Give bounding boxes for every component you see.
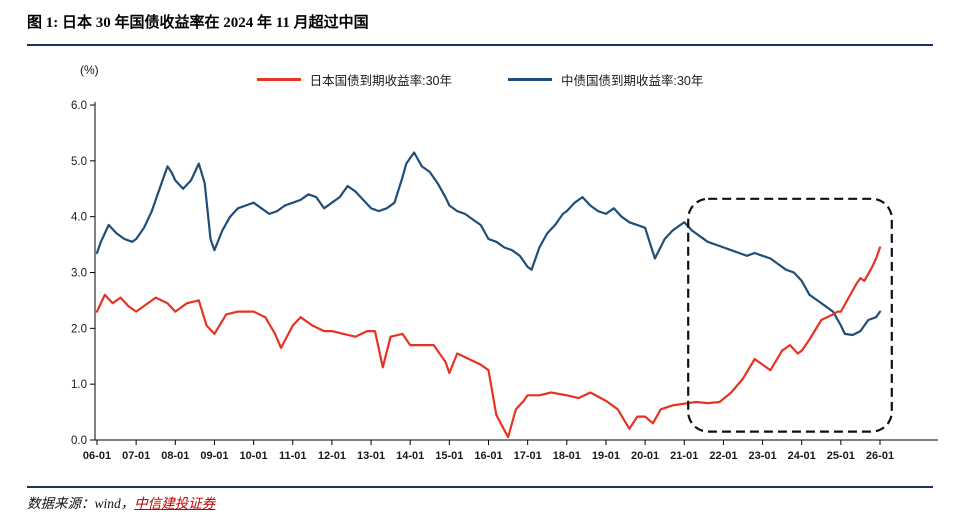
- top-divider: [27, 44, 933, 46]
- data-source: 数据来源：wind，中信建投证券: [27, 492, 215, 512]
- x-tick-label: 21-01: [670, 450, 698, 462]
- highlight-box: [687, 197, 893, 433]
- y-tick-label: 3.0: [71, 268, 87, 280]
- x-tick-label: 20-01: [631, 450, 659, 462]
- legend-label-japan: 日本国债到期收益率:30年: [309, 74, 452, 88]
- y-tick-label: 0.0: [71, 435, 87, 447]
- y-axis-unit-label: (%): [80, 63, 99, 77]
- series-line-china: [95, 151, 882, 337]
- y-tick-label: 4.0: [71, 212, 87, 224]
- x-tick-label: 07-01: [122, 450, 150, 462]
- x-tick-label: 16-01: [474, 450, 502, 462]
- series-line-japan: [95, 246, 882, 439]
- x-tick-label: 22-01: [709, 450, 737, 462]
- legend-item-china: 中债国债到期收益率:30年: [508, 70, 703, 89]
- y-tick-label: 5.0: [71, 156, 87, 168]
- x-tick-label: 10-01: [240, 450, 268, 462]
- source-link[interactable]: 中信建投证券: [134, 496, 216, 511]
- source-prefix: 数据来源：wind，: [27, 496, 135, 511]
- x-tick-label: 18-01: [553, 450, 581, 462]
- y-tick-label: 6.0: [71, 100, 87, 112]
- x-tick-label: 23-01: [748, 450, 776, 462]
- figure-title: 图 1: 日本 30 年国债收益率在 2024 年 11 月超过中国: [27, 15, 369, 31]
- x-tick-label: 13-01: [357, 450, 385, 462]
- chart-legend: 日本国债到期收益率:30年 中债国债到期收益率:30年: [0, 70, 960, 89]
- x-tick-label: 24-01: [788, 450, 816, 462]
- legend-swatch-china-line: [508, 78, 552, 81]
- x-tick-label: 12-01: [318, 450, 346, 462]
- bottom-divider: [27, 486, 933, 488]
- x-tick-label: 09-01: [200, 450, 228, 462]
- x-tick-label: 25-01: [827, 450, 855, 462]
- legend-item-japan: 日本国债到期收益率:30年: [256, 70, 452, 89]
- legend-swatch-japan-line: [256, 78, 301, 81]
- legend-label-china: 中债国债到期收益率:30年: [561, 74, 704, 88]
- x-tick-label: 14-01: [396, 450, 424, 462]
- x-tick-label: 11-01: [279, 450, 307, 462]
- x-tick-label: 06-01: [83, 450, 111, 462]
- x-tick-label: 08-01: [161, 450, 189, 462]
- x-tick-label: 19-01: [592, 450, 620, 462]
- y-tick-label: 1.0: [71, 379, 87, 391]
- y-tick-label: 2.0: [71, 323, 87, 335]
- x-tick-label: 17-01: [514, 450, 542, 462]
- x-tick-label: 15-01: [435, 450, 463, 462]
- x-tick-label: 26-01: [866, 450, 894, 462]
